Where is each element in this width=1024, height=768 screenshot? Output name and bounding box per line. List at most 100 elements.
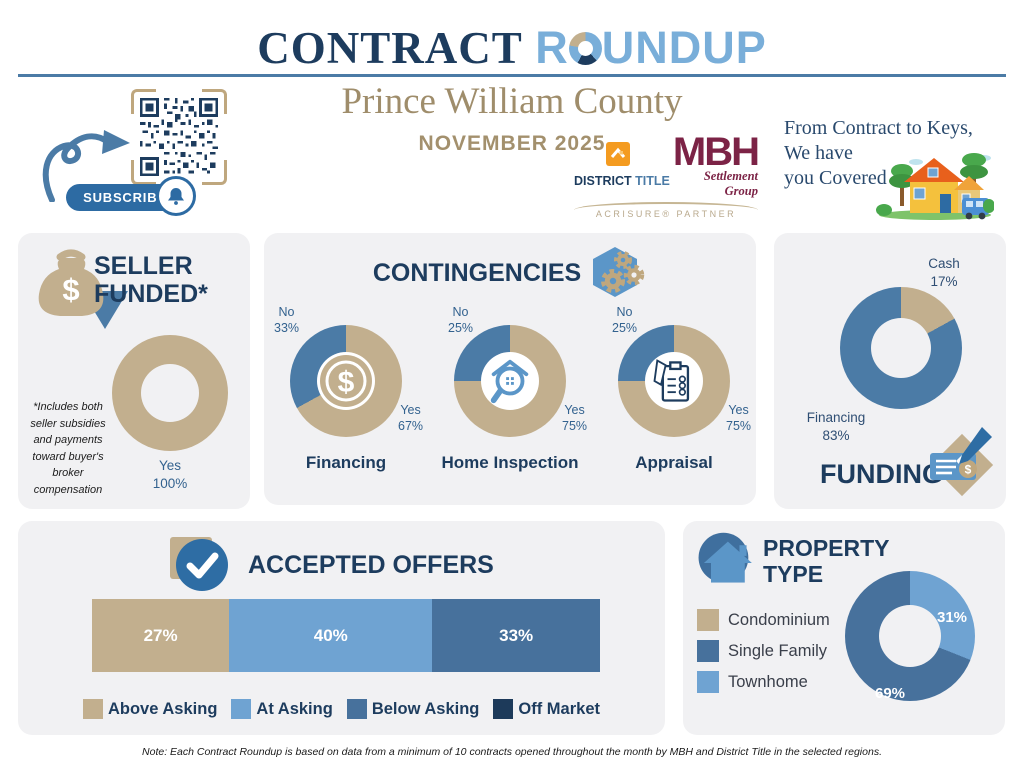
appraisal-contingency: No 25%: [592, 303, 756, 503]
contingencies-panel: CONTINGENCIES No 33%: [264, 233, 756, 505]
yes-share-label: Yes 67%: [398, 403, 424, 433]
mbh-logo: MBH Settlement Group: [668, 130, 760, 199]
accepted-offers-legend: Above Asking At Asking Below Asking Off Mar…: [18, 699, 665, 719]
tagline-line1: From Contract to Keys,: [784, 117, 973, 139]
footer-note: Note: Each Contract Roundup is based on …: [142, 746, 882, 758]
contingency-charts-row: No 33% $ Yes 67% Financing No 25%: [264, 303, 756, 503]
bar-segment: 27%: [92, 599, 230, 672]
legend-label: Single Family: [728, 641, 828, 660]
tagline-line2: We have: [784, 142, 853, 164]
gears-hexagon-icon: [593, 247, 645, 297]
header-divider: [18, 74, 1006, 77]
acrisure-partner-label: ACRISURE® PARTNER: [595, 209, 737, 219]
legend-label: Above Asking: [107, 699, 218, 718]
page-title-roundup-r: R: [535, 22, 569, 73]
legend-item: Below Asking: [346, 699, 480, 719]
curved-arrow-icon: [42, 130, 130, 202]
contingencies-title: CONTINGENCIES: [372, 258, 582, 287]
house-illustration: [876, 153, 994, 220]
no-share-label: No 25%: [612, 305, 638, 335]
appraisal-donut: [618, 325, 730, 437]
accepted-offers-title: ACCEPTED OFFERS: [248, 551, 494, 579]
title-label: TITLE: [635, 174, 670, 188]
legend-swatch: [231, 699, 252, 719]
donut-hole: [879, 605, 941, 667]
qr-code[interactable]: [140, 98, 218, 176]
tagline-line3: you Covered: [784, 167, 887, 189]
mbh-settlement-group: Settlement Group: [703, 169, 758, 198]
region-subtitle: Prince William County: [341, 81, 683, 122]
donut-hole: [645, 352, 703, 410]
single-family-share-label: 69%: [875, 685, 906, 702]
bar-segment: 40%: [229, 599, 433, 672]
funding-title: FUNDING: [820, 459, 943, 489]
legend-item: Above Asking: [82, 699, 218, 719]
yes-share-label: Yes 75%: [726, 403, 752, 433]
no-share-label: No 33%: [274, 305, 300, 335]
legend-label: Townhome: [728, 672, 808, 691]
district-title-logo: DISTRICT TITLE: [574, 142, 670, 188]
legend-swatch: [697, 609, 719, 631]
property-type-legend: Condominium Single Family Townhome: [697, 609, 830, 693]
no-share-label: No 25%: [448, 305, 474, 335]
legend-item: At Asking: [231, 699, 333, 719]
page-title: CONTRACT R UNDUP: [0, 22, 1024, 74]
financing-contingency: No 33% $ Yes 67% Financing: [264, 303, 428, 503]
month-label: NOVEMBER 2025: [418, 132, 606, 155]
dollar-coin-icon: $: [320, 355, 372, 407]
donut-logo-icon: [568, 32, 602, 65]
seller-funded-panel: $ SELLER FUNDED* Yes 100% *Includes both…: [18, 233, 250, 509]
legend-label: Below Asking: [371, 699, 480, 718]
legend-swatch: [697, 671, 719, 693]
home-inspection-magnifier-icon: [490, 359, 529, 404]
check-badge-icon: [170, 537, 228, 591]
legend-item: Condominium: [697, 609, 830, 631]
property-type-donut: [845, 571, 975, 701]
financing-donut: $: [290, 325, 402, 437]
tagline: From Contract to Keys, We have you Cover…: [784, 116, 1016, 191]
mbh-wordmark: MBH: [672, 130, 760, 174]
svg-text:$: $: [338, 366, 355, 399]
district-title-house-icon: [606, 142, 630, 166]
legend-label: Condominium: [728, 610, 830, 629]
legend-swatch: [346, 699, 367, 719]
bar-segment: 33%: [432, 599, 600, 672]
partner-logos: DISTRICT TITLE MBH Settlement Group ACRI…: [574, 132, 760, 224]
accepted-offers-panel: ACCEPTED OFFERS 27% 40% 33% Above Asking At…: [18, 521, 665, 735]
bell-icon: [156, 176, 196, 216]
qr-frame: [131, 89, 227, 185]
property-type-panel: PROPERTY TYPE 31% 69% Condominium Single …: [683, 521, 1005, 735]
donut-hole: [871, 318, 931, 378]
funding-panel: Cash 17% Financing 83% FUNDING $: [774, 233, 1006, 509]
svg-text:$: $: [965, 463, 972, 477]
property-house-icon: [698, 532, 752, 583]
seller-funded-donut: [112, 335, 228, 451]
seller-funded-footnote: *Includes both seller subsidies and paym…: [30, 401, 106, 496]
chart-name: Home Inspection: [441, 453, 579, 472]
financing-share-label: Financing 83%: [806, 410, 866, 443]
funding-donut: [840, 287, 962, 409]
townhome-share-label: 31%: [937, 609, 968, 626]
legend-item: Off Market: [493, 699, 600, 719]
appraisal-clipboard-icon: [653, 359, 690, 402]
page-title-roundup-rest: UNDUP: [601, 22, 767, 73]
home-inspection-donut: [454, 325, 566, 437]
legend-swatch: [493, 699, 514, 719]
donut-hole: [481, 352, 539, 410]
chart-name: Appraisal: [635, 453, 713, 472]
cash-share-label: Cash 17%: [928, 256, 960, 289]
seller-funded-title: SELLER FUNDED*: [94, 252, 208, 308]
money-bag-icon: $: [38, 249, 128, 329]
property-type-title: PROPERTY TYPE: [763, 535, 890, 588]
page-title-contract: CONTRACT: [257, 23, 523, 73]
legend-item: Single Family: [697, 640, 830, 662]
accepted-offers-bar: 27% 40% 33%: [92, 599, 600, 672]
home-inspection-contingency: No 25% Yes 75% Hom: [428, 303, 592, 503]
yes-share-label: Yes 75%: [562, 403, 588, 433]
check-and-pen-icon: $: [930, 427, 994, 497]
legend-swatch: [82, 699, 103, 719]
svg-text:$: $: [62, 272, 79, 307]
donut-hole: $: [317, 352, 375, 410]
legend-item: Townhome: [697, 671, 830, 693]
logo-arc: [574, 202, 758, 212]
